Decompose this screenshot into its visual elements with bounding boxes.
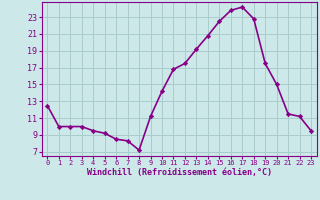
X-axis label: Windchill (Refroidissement éolien,°C): Windchill (Refroidissement éolien,°C) (87, 168, 272, 177)
